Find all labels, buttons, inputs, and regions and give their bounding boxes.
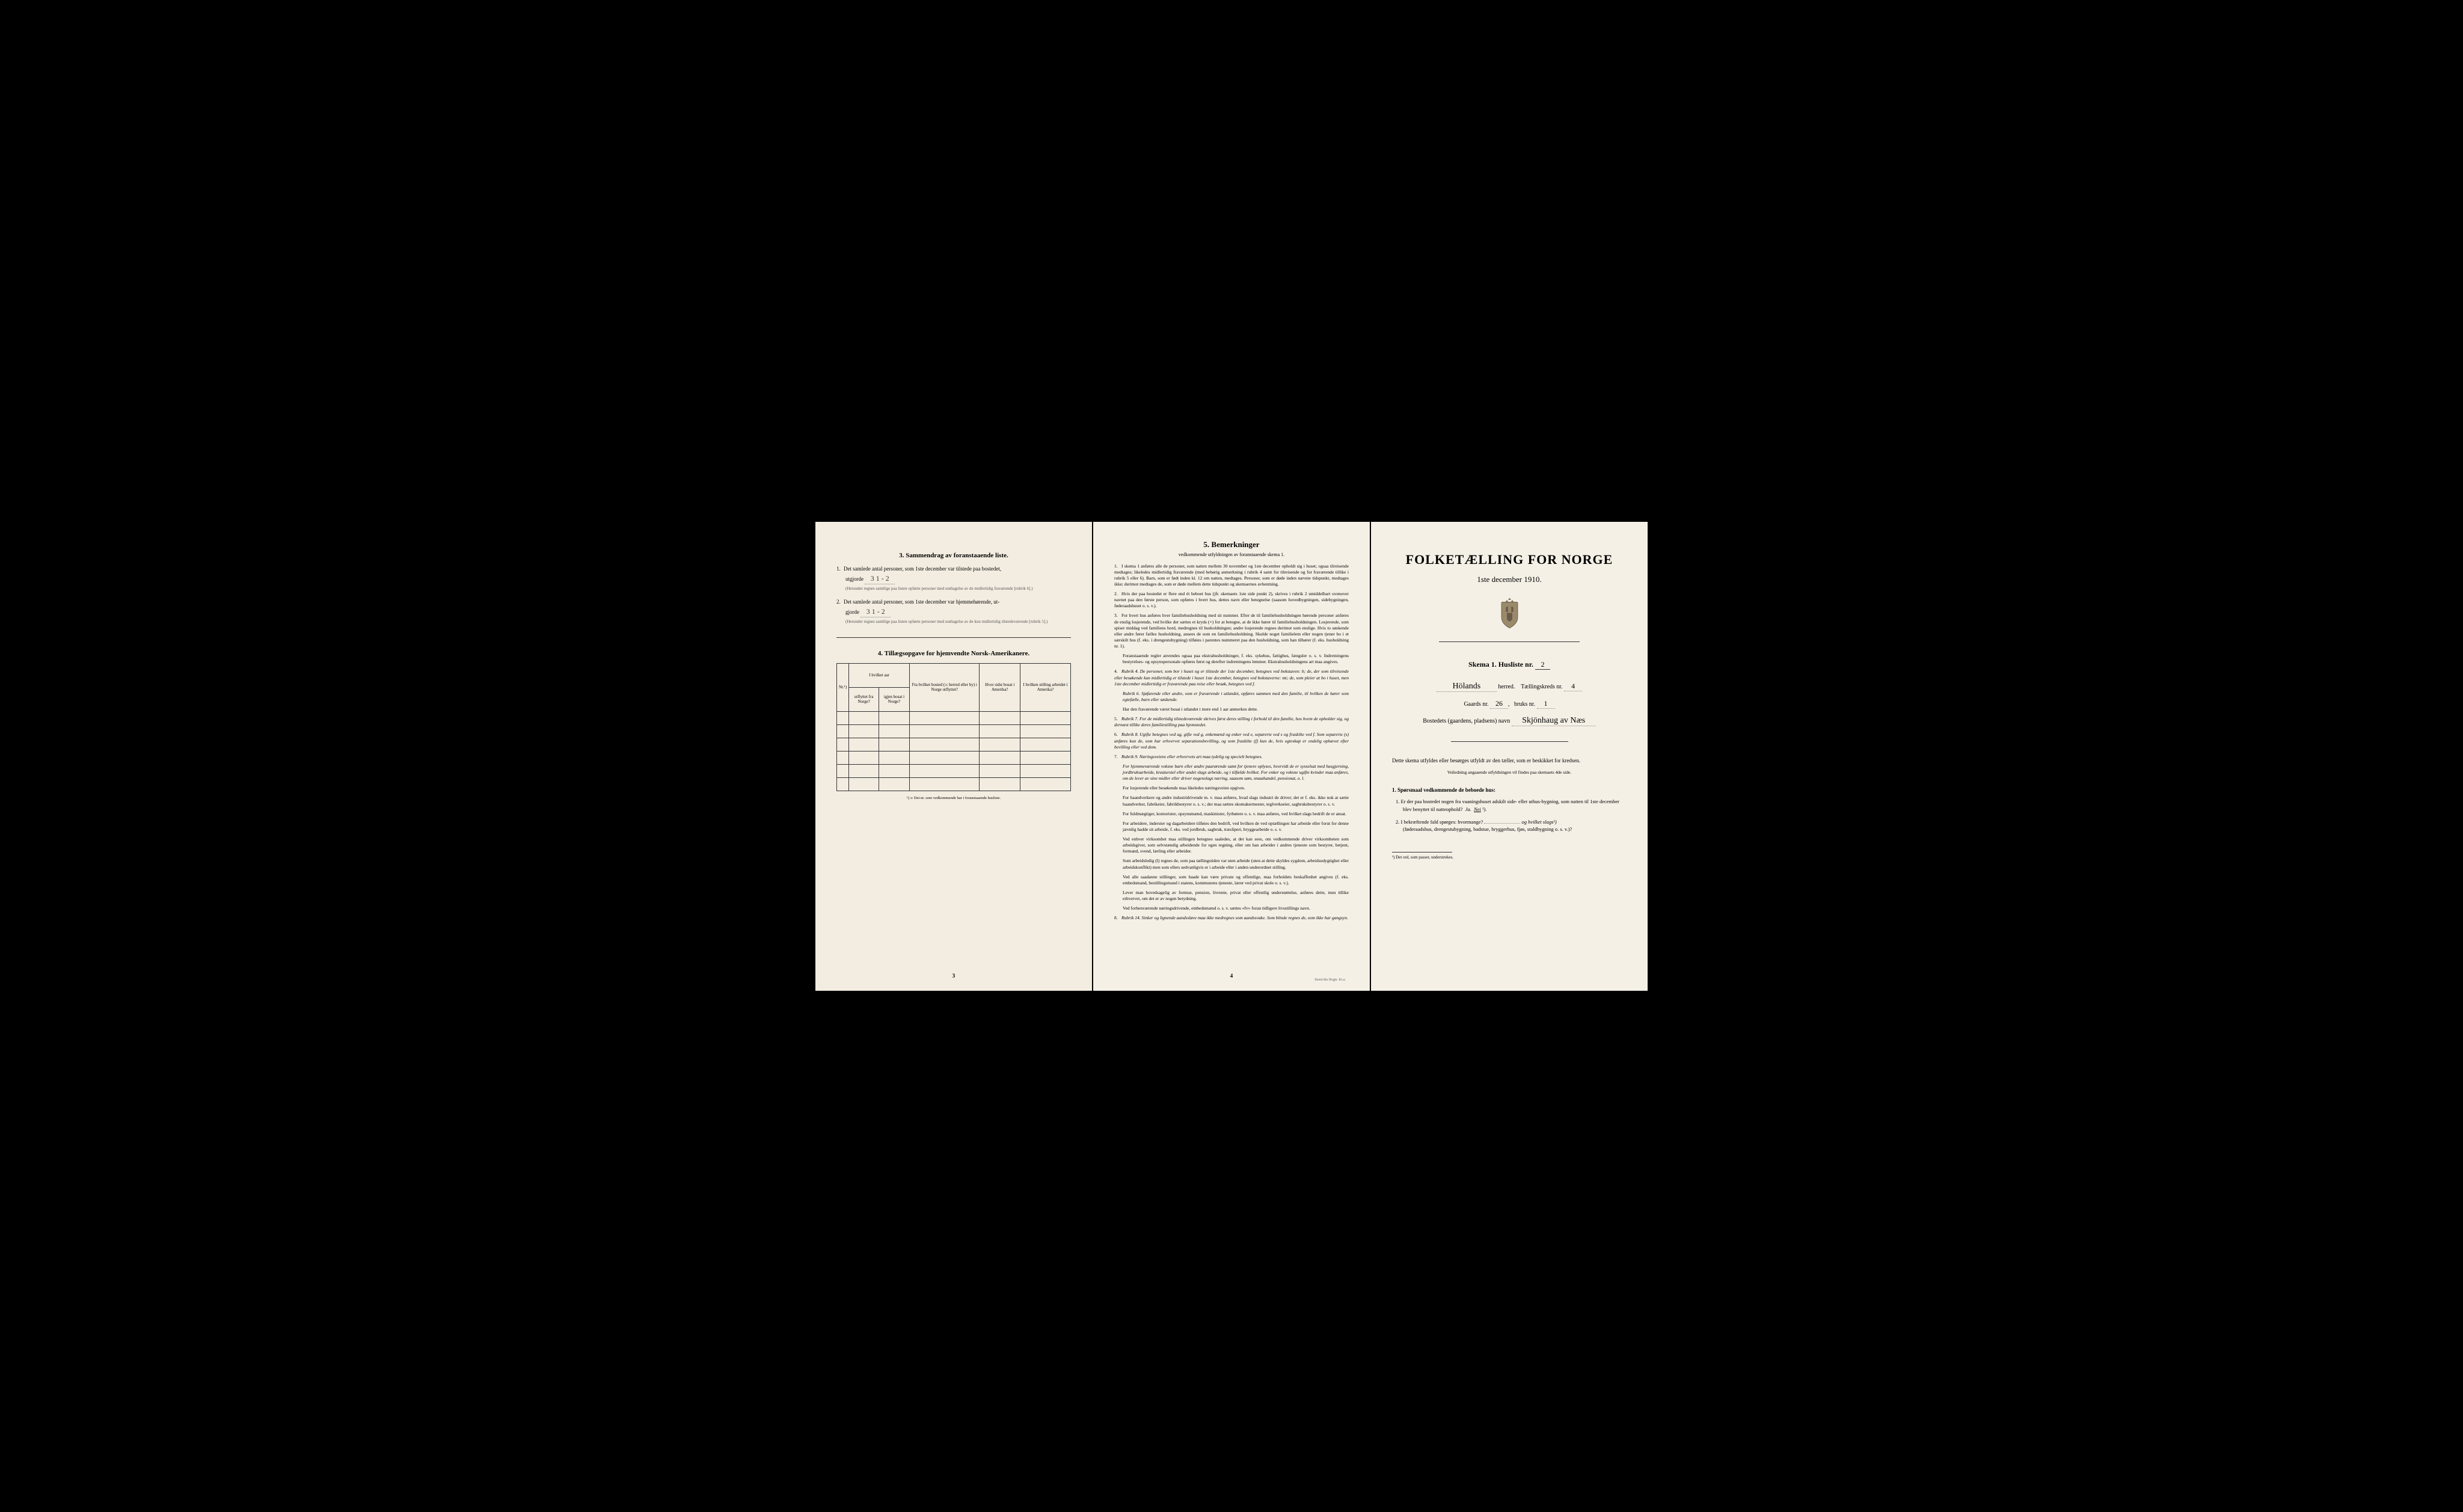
table-row bbox=[837, 751, 1071, 764]
instruction-sub: Veiledning angaaende utfyldningen vil fi… bbox=[1392, 770, 1627, 775]
remarks-title: 5. Bemerkninger bbox=[1114, 540, 1349, 549]
remark-1: 1.I skema 1 anføres alle de personer, so… bbox=[1114, 563, 1349, 588]
remark-6: 6.Rubrik 8. Ugifte betegnes ved ug, gift… bbox=[1114, 732, 1349, 750]
census-document: 3. Sammendrag av foranstaaende liste. 1.… bbox=[815, 522, 1648, 991]
page-4: 5. Bemerkninger vedkommende utfyldningen… bbox=[1093, 522, 1370, 991]
remark-7f: Ved enhver virksomhet maa stillingen bet… bbox=[1123, 836, 1349, 854]
remark-8: 8.Rubrik 14. Sinker og lignende aandsslø… bbox=[1114, 915, 1349, 921]
remark-7a: For hjemmeværende voksne barn eller andr… bbox=[1123, 764, 1349, 782]
col-returned: igjen bosat i Norge? bbox=[879, 687, 910, 711]
remark-7g: Som arbeidsledig (l) regnes de, som paa … bbox=[1123, 858, 1349, 870]
gaards-value: 26 bbox=[1490, 699, 1508, 709]
table-row bbox=[837, 777, 1071, 791]
herred-value: Hölands bbox=[1437, 682, 1497, 692]
remark-5: 5.Rubrik 7. For de midlertidig tilstedev… bbox=[1114, 716, 1349, 728]
table-row bbox=[837, 724, 1071, 738]
bruks-value: 1 bbox=[1537, 699, 1555, 709]
herred-line: Hölands herred. Tællingskreds nr. 4 bbox=[1392, 682, 1627, 692]
present-count-value: 3 1 - 2 bbox=[865, 573, 895, 584]
page-3: 3. Sammendrag av foranstaaende liste. 1.… bbox=[815, 522, 1092, 991]
summary-item-1: 1.Det samlede antal personer, som 1ste d… bbox=[836, 565, 1071, 592]
section-3-title: 3. Sammendrag av foranstaaende liste. bbox=[836, 552, 1071, 559]
col-emigrated: utflyttet fra Norge? bbox=[849, 687, 879, 711]
item2-note: (Herunder regnes samtlige paa listen opf… bbox=[845, 619, 1071, 625]
remark-7i: Lever man hovedsagelig av formue, pensio… bbox=[1123, 890, 1349, 902]
remark-7d: For fuldmægtiger, kontorister, opsynsmæn… bbox=[1123, 811, 1349, 817]
coat-of-arms-icon bbox=[1496, 596, 1523, 629]
summary-item-2: 2.Det samlede antal personer, som 1ste d… bbox=[836, 598, 1071, 625]
hvormange-blank bbox=[1484, 823, 1520, 824]
remark-7b: For losjerende eller besøkende maa likel… bbox=[1123, 785, 1349, 791]
bosted-line: Bostedets (gaardens, pladsens) navn Skjö… bbox=[1392, 716, 1627, 726]
question-1: 1. Er der paa bostedet nogen fra vaaning… bbox=[1403, 798, 1627, 813]
tellingskreds-value: 4 bbox=[1564, 682, 1582, 691]
remark-4: 4.Rubrik 4. De personer, som bor i huset… bbox=[1114, 669, 1349, 687]
remark-4-extra2: Har den fraværende været bosat i utlande… bbox=[1123, 706, 1349, 712]
census-date: 1ste december 1910. bbox=[1392, 575, 1627, 584]
section-4-title: 4. Tillægsopgave for hjemvendte Norsk-Am… bbox=[836, 650, 1071, 657]
instruction-text: Dette skema utfyldes eller besørges utfy… bbox=[1392, 757, 1627, 765]
remark-7h: Ved alle saadanne stillinger, som baade … bbox=[1123, 874, 1349, 886]
col-nr: Nr.¹) bbox=[837, 663, 849, 711]
page-number: 3 bbox=[952, 973, 955, 979]
remark-3: 3.For hvert hus anføres hver familiehush… bbox=[1114, 613, 1349, 649]
divider bbox=[836, 637, 1071, 638]
remark-7j: Ved forhenværende næringsdrivende, embed… bbox=[1123, 905, 1349, 911]
husliste-nr: 2 bbox=[1535, 660, 1550, 670]
remark-4-extra1: Rubrik 6. Sjøfarende eller andre, som er… bbox=[1123, 691, 1349, 703]
page-number: 4 bbox=[1230, 973, 1233, 979]
col-america: Hvor sidst bosat i Amerika? bbox=[980, 663, 1020, 711]
q-heading: 1. Spørsmaal vedkommende de beboede hus: bbox=[1392, 787, 1627, 793]
item1-note: (Herunder regnes samtlige paa listen opf… bbox=[845, 586, 1071, 592]
col-position: I hvilken stilling arbeidet i Amerika? bbox=[1020, 663, 1071, 711]
footnote: ¹) Det ord, som passer, understrekes. bbox=[1392, 848, 1627, 860]
table-row bbox=[837, 738, 1071, 751]
questions-section: 1. Spørsmaal vedkommende de beboede hus:… bbox=[1392, 787, 1627, 833]
remarks-subtitle: vedkommende utfyldningen av foranstaaend… bbox=[1114, 552, 1349, 557]
main-title: FOLKETÆLLING FOR NORGE bbox=[1392, 552, 1627, 568]
col-year: I hvilket aar bbox=[849, 663, 910, 687]
remark-7: 7.Rubrik 9. Næringsveiens eller erhverve… bbox=[1114, 754, 1349, 760]
table-row bbox=[837, 711, 1071, 724]
answer-nei: Nei bbox=[1474, 806, 1481, 812]
printer-mark: Steen'ske Bogtr. Kr.a. bbox=[1314, 978, 1346, 982]
american-returnees-table: Nr.¹) I hvilket aar Fra hvilket bosted (… bbox=[836, 663, 1071, 791]
remark-7e: For arbeidere, inderster og dagarbeidere… bbox=[1123, 821, 1349, 833]
col-from: Fra hvilket bosted (ɔ: herred eller by) … bbox=[909, 663, 979, 711]
remark-2: 2.Hvis der paa bostedet er flere end ét … bbox=[1114, 591, 1349, 609]
remark-3-extra: Foranstaaende regler anvendes ogsaa paa … bbox=[1123, 653, 1349, 665]
bosted-value: Skjönhaug av Næs bbox=[1512, 716, 1596, 726]
skema-line: Skema 1. Husliste nr. 2 bbox=[1392, 660, 1627, 670]
resident-count-value: 3 1 - 2 bbox=[860, 606, 891, 617]
question-2: 2. I bekræftende fald spørges: hvormange… bbox=[1403, 818, 1627, 834]
table-row bbox=[837, 764, 1071, 777]
title-page: FOLKETÆLLING FOR NORGE 1ste december 191… bbox=[1371, 522, 1648, 991]
table-footnote: ¹) ɔ: Det nr. som vedkommende har i fora… bbox=[836, 796, 1071, 800]
gaards-line: Gaards nr. 26, bruks nr. 1 bbox=[1392, 699, 1627, 709]
remark-7c: For haandverkere og andre industridriven… bbox=[1123, 795, 1349, 807]
